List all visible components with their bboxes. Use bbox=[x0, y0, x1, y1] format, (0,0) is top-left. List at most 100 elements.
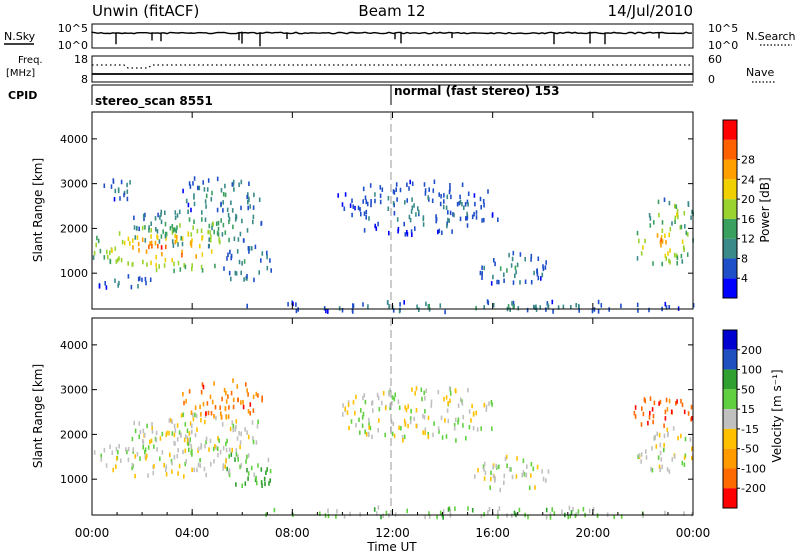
velocity-cells bbox=[633, 396, 693, 428]
velocity-echo-region-4 bbox=[342, 386, 493, 443]
power-cells bbox=[114, 278, 139, 289]
velocity-echo-region-5 bbox=[474, 454, 550, 493]
beam-title: Beam 12 bbox=[358, 2, 425, 20]
power-cells bbox=[223, 244, 272, 283]
power-ytick-label: 1000 bbox=[60, 267, 88, 280]
power-cells bbox=[246, 299, 695, 315]
velocity-colorbar-swatch bbox=[723, 389, 737, 410]
power-cells bbox=[243, 259, 246, 264]
power-cells bbox=[338, 300, 580, 314]
velocity-colorbar-tick: -200 bbox=[741, 482, 766, 495]
power-cells bbox=[185, 179, 261, 213]
velocity-cells bbox=[477, 454, 539, 490]
velocity-colorbar-tick: 200 bbox=[741, 344, 762, 357]
power-cells bbox=[98, 284, 108, 290]
power-colorbar-tick: 4 bbox=[741, 272, 748, 285]
cpid-segment-1: stereo_scan 8551 bbox=[95, 94, 213, 109]
power-colorbar-swatch bbox=[723, 199, 737, 219]
power-echo-region-2 bbox=[182, 176, 261, 213]
velocity-echo-region-8 bbox=[265, 505, 693, 520]
nsky-label: N.Sky bbox=[4, 30, 36, 43]
time-tick-label: 20:00 bbox=[576, 526, 611, 540]
velocity-cells bbox=[350, 387, 493, 443]
nsky-tick-bottom: 10^0 bbox=[58, 39, 88, 52]
power-cells bbox=[111, 231, 213, 268]
power-colorbar-swatch bbox=[723, 159, 737, 180]
velocity-cells bbox=[112, 430, 227, 479]
freq-tick-bottom: 8 bbox=[81, 73, 88, 86]
velocity-colorbar-tick: -100 bbox=[741, 462, 766, 475]
date-title: 14/Jul/2010 bbox=[608, 2, 693, 20]
power-echo-region-7 bbox=[479, 250, 547, 286]
power-panel: 1000 2000 3000 4000 Slant Range [km] 4 8 12 16… bbox=[31, 111, 772, 315]
power-cells bbox=[368, 192, 469, 229]
power-cells bbox=[483, 252, 544, 285]
velocity-colorbar-tick: -50 bbox=[741, 443, 759, 456]
power-cells bbox=[92, 225, 213, 260]
power-cells bbox=[98, 274, 152, 290]
power-echo-region-5 bbox=[223, 244, 272, 283]
power-cells bbox=[160, 217, 234, 241]
velocity-colorbar: 200 100 50 15 -15 -50 -100 -200 bbox=[722, 329, 766, 509]
power-colorbar-swatch bbox=[723, 139, 737, 160]
velocity-colorbar-swatch bbox=[723, 330, 737, 350]
power-cells bbox=[132, 234, 197, 259]
power-cells bbox=[499, 265, 517, 273]
power-cells bbox=[160, 245, 163, 250]
cpid-label: CPID bbox=[8, 89, 37, 102]
power-colorbar: 4 8 12 16 20 24 28 bbox=[722, 119, 755, 299]
velocity-colorbar-label: Velocity [m s⁻¹] bbox=[770, 369, 784, 462]
power-colorbar-swatch bbox=[723, 179, 737, 200]
power-cells bbox=[103, 178, 129, 202]
velocity-colorbar-swatch bbox=[723, 468, 737, 489]
velocity-colorbar-tick: 50 bbox=[741, 383, 755, 396]
velocity-ytick-label: 4000 bbox=[60, 339, 88, 352]
power-cells bbox=[656, 233, 667, 248]
power-colorbar-label: Power [dB] bbox=[758, 177, 772, 242]
power-colorbar-tick: 20 bbox=[741, 193, 755, 206]
nsky-panel: N.Sky 10^5 10^0 10^5 10^0 N.Search bbox=[4, 22, 796, 52]
power-echo-region-9 bbox=[648, 197, 694, 226]
velocity-cells bbox=[344, 386, 486, 443]
velocity-colorbar-swatch bbox=[723, 369, 737, 390]
velocity-cells bbox=[133, 412, 259, 455]
velocity-cells bbox=[373, 507, 573, 520]
power-cells bbox=[182, 188, 192, 213]
velocity-ytick-label: 2000 bbox=[60, 428, 88, 441]
velocity-cells bbox=[226, 452, 271, 488]
power-cells bbox=[205, 190, 227, 199]
power-echo-region-6 bbox=[337, 179, 499, 237]
power-ytick-label: 2000 bbox=[60, 222, 88, 235]
velocity-cells bbox=[93, 432, 239, 478]
velocity-colorbar-swatch bbox=[723, 409, 737, 429]
nave-tick-top: 60 bbox=[708, 53, 722, 66]
time-axis: 00:00 04:00 08:00 12:00 16:00 20:00 00:00 bbox=[75, 112, 710, 540]
power-cells bbox=[113, 197, 116, 202]
power-echo-region-8 bbox=[636, 220, 694, 267]
velocity-echo-region-0 bbox=[93, 430, 239, 479]
time-tick-label: 04:00 bbox=[175, 526, 210, 540]
power-colorbar-swatch bbox=[723, 278, 737, 298]
power-colorbar-tick: 12 bbox=[741, 233, 755, 246]
power-colorbar-swatch bbox=[723, 238, 737, 259]
power-colorbar-tick: 16 bbox=[741, 213, 755, 226]
velocity-colorbar-swatch bbox=[723, 349, 737, 370]
power-colorbar-swatch bbox=[723, 120, 737, 140]
velocity-panel: 1000 2000 3000 4000 Slant Range [km] 200 100… bbox=[31, 317, 784, 520]
velocity-cells bbox=[666, 398, 671, 412]
velocity-colorbar-swatch bbox=[723, 428, 737, 449]
power-cells bbox=[658, 203, 686, 221]
power-echo-region-1 bbox=[133, 208, 263, 249]
velocity-cells bbox=[342, 386, 490, 440]
power-echo-region-0 bbox=[92, 225, 230, 274]
freq-tick-top: 18 bbox=[74, 53, 88, 66]
nsearch-tick-top: 10^5 bbox=[708, 22, 738, 35]
velocity-colorbar-tick: -15 bbox=[741, 423, 759, 436]
nsearch-label: N.Search bbox=[746, 30, 796, 43]
power-cells bbox=[114, 180, 131, 196]
velocity-colorbar-tick: 100 bbox=[741, 364, 762, 377]
time-tick-label: 00:00 bbox=[75, 526, 110, 540]
velocity-echo-region-6 bbox=[637, 426, 693, 474]
freq-label-1: Freq. bbox=[18, 55, 43, 66]
